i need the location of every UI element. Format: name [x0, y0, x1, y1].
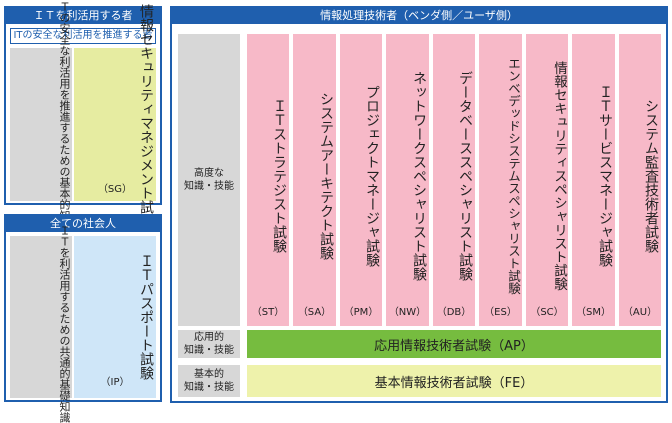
- exam-nw-title: ネットワークスペシャリスト試験: [411, 71, 427, 281]
- level-applied-text: 応用的 知識・技能: [184, 332, 234, 356]
- exam-ip: ＩＴパスポート試験 （IP）: [74, 236, 156, 398]
- exam-ip-title: ＩＴパスポート試験: [138, 254, 154, 380]
- exam-db-title: データベーススペシャリスト試験: [457, 71, 473, 281]
- exam-sa-abbr: （SA）: [297, 307, 332, 318]
- it-user-header: ＩＴを利活用する者: [6, 8, 160, 24]
- exam-sc-abbr: （SC）: [530, 307, 564, 318]
- exam-db: データベーススペシャリスト試験 （DB）: [433, 34, 475, 326]
- exam-au-abbr: （AU）: [622, 307, 658, 318]
- level-advanced-text: 高度な 知識・技能: [184, 168, 234, 192]
- exam-au-title: システム監査技術者試験: [643, 99, 659, 253]
- exam-sm: ＩＴサービスマネージャ試験 （SM）: [572, 34, 615, 326]
- exam-es-title: エンベデッドシステムスペシャリスト試験: [506, 57, 521, 295]
- exam-sm-abbr: （SM）: [576, 307, 611, 318]
- exam-sg-title: 情報セキュリティマネジメント試験: [138, 4, 154, 228]
- it-safe-use-description-text: ＩＴの安全な利活用を推進するための基本的知識・技能: [58, 0, 71, 265]
- exam-sm-title: ＩＴサービスマネージャ試験: [597, 85, 613, 267]
- exam-nw-abbr: （NW）: [388, 307, 427, 318]
- exam-st-abbr: （ST）: [251, 307, 285, 318]
- exam-ap-title: 応用情報技術者試験（AP）: [374, 338, 534, 354]
- exam-ap: 応用情報技術者試験（AP）: [247, 330, 661, 358]
- all-workers-panel: 全ての社会人 ＩＴを利活用するための共通的基礎知識 ＩＴパスポート試験 （IP）: [4, 214, 162, 423]
- it-engineer-header: 情報処理技術者（ベンダ側／ユーザ側）: [172, 8, 666, 24]
- it-safe-use-description: ＩＴの安全な利活用を推進するための基本的知識・技能: [10, 0, 72, 265]
- exam-fe: 基本情報技術者試験（FE）: [247, 365, 661, 397]
- level-advanced-label: 高度な 知識・技能: [178, 34, 240, 326]
- exam-es-abbr: （ES）: [484, 307, 517, 318]
- exam-sg: 情報セキュリティマネジメント試験 （SG）: [74, 4, 156, 228]
- level-basic-text: 基本的 知識・技能: [184, 369, 234, 393]
- exam-sg-abbr: （SG）: [97, 184, 133, 195]
- exam-sa-title: システムアーキテクト試験: [318, 92, 334, 260]
- level-basic-label: 基本的 知識・技能: [178, 365, 240, 397]
- exam-pm: プロジェクトマネージャ試験 （PM）: [340, 34, 382, 326]
- exam-st: ＩＴストラテジスト試験 （ST）: [247, 34, 289, 326]
- exam-fe-title: 基本情報技術者試験（FE）: [374, 375, 534, 391]
- exam-es: エンベデッドシステムスペシャリスト試験 （ES）: [479, 34, 522, 326]
- exam-st-title: ＩＴストラテジスト試験: [271, 99, 287, 253]
- exam-sa: システムアーキテクト試験 （SA）: [293, 34, 336, 326]
- exam-pm-abbr: （PM）: [343, 307, 379, 318]
- exam-au: システム監査技術者試験 （AU）: [619, 34, 661, 326]
- exam-ip-abbr: （IP）: [100, 377, 130, 388]
- exam-nw: ネットワークスペシャリスト試験 （NW）: [386, 34, 429, 326]
- it-user-panel: ＩＴを利活用する者 ITの安全な利活用を推進する者 ＩＴの安全な利活用を推進する…: [4, 0, 162, 265]
- exam-sc: 情報セキュリティスペシャリスト試験 （SC）: [526, 34, 568, 326]
- common-knowledge-description-text: ＩＴを利活用するための共通的基礎知識: [58, 225, 71, 423]
- it-engineer-panel: 情報処理技術者（ベンダ側／ユーザ側） 高度な 知識・技能 応用的 知識・技能 基…: [170, 6, 668, 403]
- level-applied-label: 応用的 知識・技能: [178, 330, 240, 358]
- exam-db-abbr: （DB）: [436, 307, 472, 318]
- exam-sc-title: 情報セキュリティスペシャリスト試験: [551, 61, 567, 291]
- it-safe-use-subheader: ITの安全な利活用を推進する者: [10, 28, 156, 44]
- all-workers-header: 全ての社会人: [6, 216, 160, 232]
- exam-pm-title: プロジェクトマネージャ試験: [364, 85, 380, 267]
- common-knowledge-description: ＩＴを利活用するための共通的基礎知識: [10, 225, 72, 423]
